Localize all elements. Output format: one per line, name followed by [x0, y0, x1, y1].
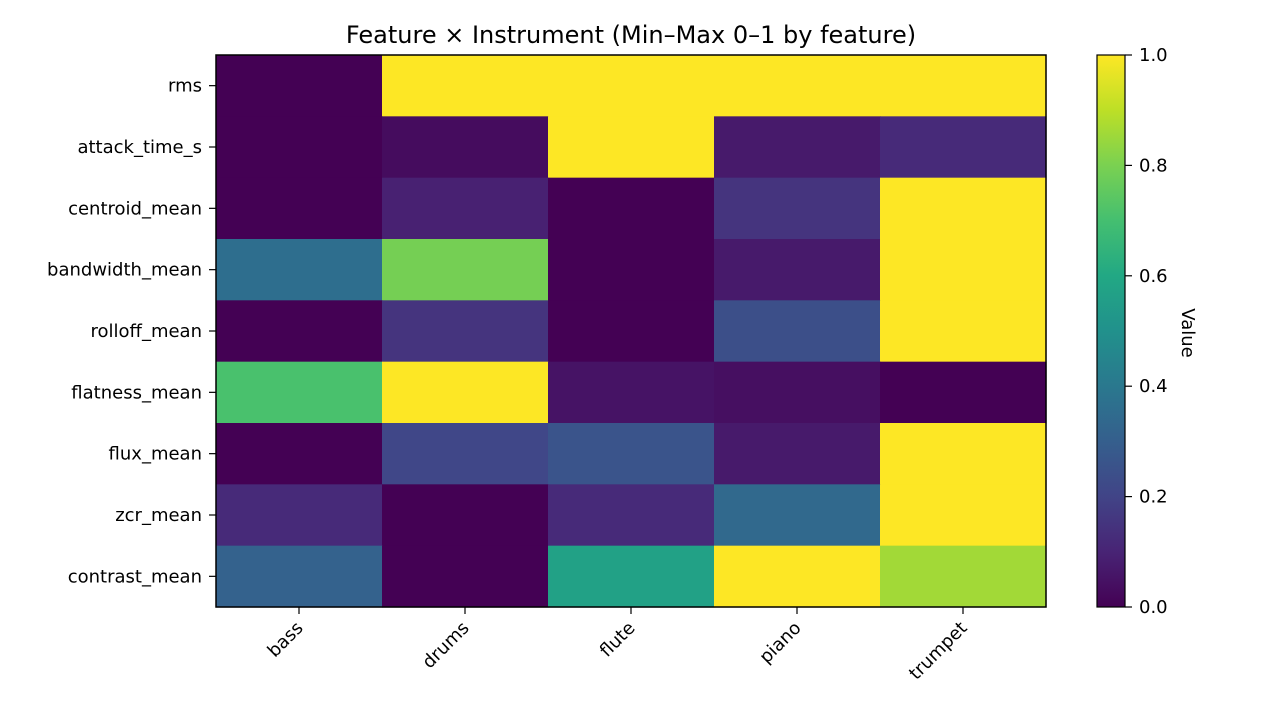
heatmap-cell-contrast_mean-drums	[382, 545, 549, 608]
heatmap-cell-zcr_mean-bass	[216, 484, 383, 547]
heatmap-cell-flux_mean-flute	[548, 423, 715, 485]
colorbar-tick-label: 0.8	[1139, 155, 1168, 176]
heatmap-cell-centroid_mean-drums	[382, 177, 549, 240]
heatmap-cell-flatness_mean-drums	[382, 361, 549, 424]
y-tick-label-flatness_mean: flatness_mean	[71, 382, 202, 403]
heatmap-cell-rolloff_mean-drums	[382, 300, 549, 363]
heatmap-cell-contrast_mean-bass	[216, 545, 383, 608]
heatmap-cell-bandwidth_mean-bass	[216, 239, 383, 301]
colorbar-tick-label: 0.0	[1139, 597, 1168, 618]
colorbar: 0.0 0.2 0.4 0.6 0.8 1.0	[1096, 45, 1168, 618]
y-tick-label-flux_mean: flux_mean	[109, 444, 202, 465]
heatmap-cell-zcr_mean-flute	[548, 484, 715, 547]
colorbar-tick-label: 0.6	[1139, 266, 1168, 287]
heatmap-cell-attack_time_s-flute	[548, 116, 715, 179]
heatmap-cell-flatness_mean-trumpet	[880, 361, 1047, 424]
heatmap-cell-rms-trumpet	[880, 55, 1047, 117]
y-tick-label-bandwidth_mean: bandwidth_mean	[47, 260, 202, 281]
heatmap-cell-attack_time_s-trumpet	[880, 116, 1047, 179]
colorbar-tick-label: 0.2	[1139, 487, 1168, 508]
colorbar-tick-label: 0.4	[1139, 376, 1168, 397]
heatmap-cell-attack_time_s-drums	[382, 116, 549, 179]
heatmap-cell-rms-piano	[714, 55, 881, 117]
heatmap-cell-contrast_mean-trumpet	[880, 545, 1047, 608]
y-tick-label-rms: rms	[168, 76, 202, 97]
y-tick-label-zcr_mean: zcr_mean	[115, 505, 202, 526]
heatmap-cell-rolloff_mean-bass	[216, 300, 383, 363]
y-tick-label-rolloff_mean: rolloff_mean	[91, 321, 202, 342]
heatmap-cell-rms-bass	[216, 55, 383, 117]
heatmap-cell-rolloff_mean-piano	[714, 300, 881, 363]
y-tick-label-attack_time_s: attack_time_s	[77, 137, 202, 158]
heatmap-cell-zcr_mean-piano	[714, 484, 881, 547]
heatmap-cell-rms-flute	[548, 55, 715, 117]
heatmap-cell-bandwidth_mean-trumpet	[880, 239, 1047, 301]
heatmap-cell-zcr_mean-drums	[382, 484, 549, 547]
heatmap-cell-flux_mean-piano	[714, 423, 881, 485]
colorbar-gradient	[1097, 55, 1125, 607]
heatmap-cell-flux_mean-drums	[382, 423, 549, 485]
heatmap-cell-bandwidth_mean-piano	[714, 239, 881, 301]
heatmap-cell-rolloff_mean-trumpet	[880, 300, 1047, 363]
heatmap-cell-rolloff_mean-flute	[548, 300, 715, 363]
colorbar-tick-label: 1.0	[1139, 45, 1168, 66]
heatmap-cell-flatness_mean-bass	[216, 361, 383, 424]
heatmap-cell-centroid_mean-bass	[216, 177, 383, 240]
heatmap-cell-centroid_mean-trumpet	[880, 177, 1047, 240]
heatmap-cell-centroid_mean-flute	[548, 177, 715, 240]
heatmap-cell-contrast_mean-flute	[548, 545, 715, 608]
chart-title: Feature × Instrument (Min–Max 0–1 by fea…	[346, 21, 916, 49]
heatmap-cell-bandwidth_mean-flute	[548, 239, 715, 301]
y-tick-label-centroid_mean: centroid_mean	[68, 198, 202, 219]
heatmap-cell-attack_time_s-piano	[714, 116, 881, 179]
heatmap-cell-rms-drums	[382, 55, 549, 117]
heatmap-cell-contrast_mean-piano	[714, 545, 881, 608]
colorbar-frame	[1096, 54, 1126, 608]
y-axis: rms attack_time_s centroid_mean bandwidth_m…	[47, 76, 216, 587]
heatmap-cell-flatness_mean-flute	[548, 361, 715, 424]
colorbar-label: Value	[1177, 308, 1198, 357]
heatmap-cells	[216, 55, 1047, 608]
heatmap-cell-flux_mean-trumpet	[880, 423, 1047, 485]
heatmap-cell-flux_mean-bass	[216, 423, 383, 485]
heatmap-cell-bandwidth_mean-drums	[382, 239, 549, 301]
heatmap-cell-centroid_mean-piano	[714, 177, 881, 240]
heatmap-cell-attack_time_s-bass	[216, 116, 383, 179]
y-tick-label-contrast_mean: contrast_mean	[68, 566, 202, 587]
heatmap-cell-flatness_mean-piano	[714, 361, 881, 424]
heatmap-cell-zcr_mean-trumpet	[880, 484, 1047, 547]
